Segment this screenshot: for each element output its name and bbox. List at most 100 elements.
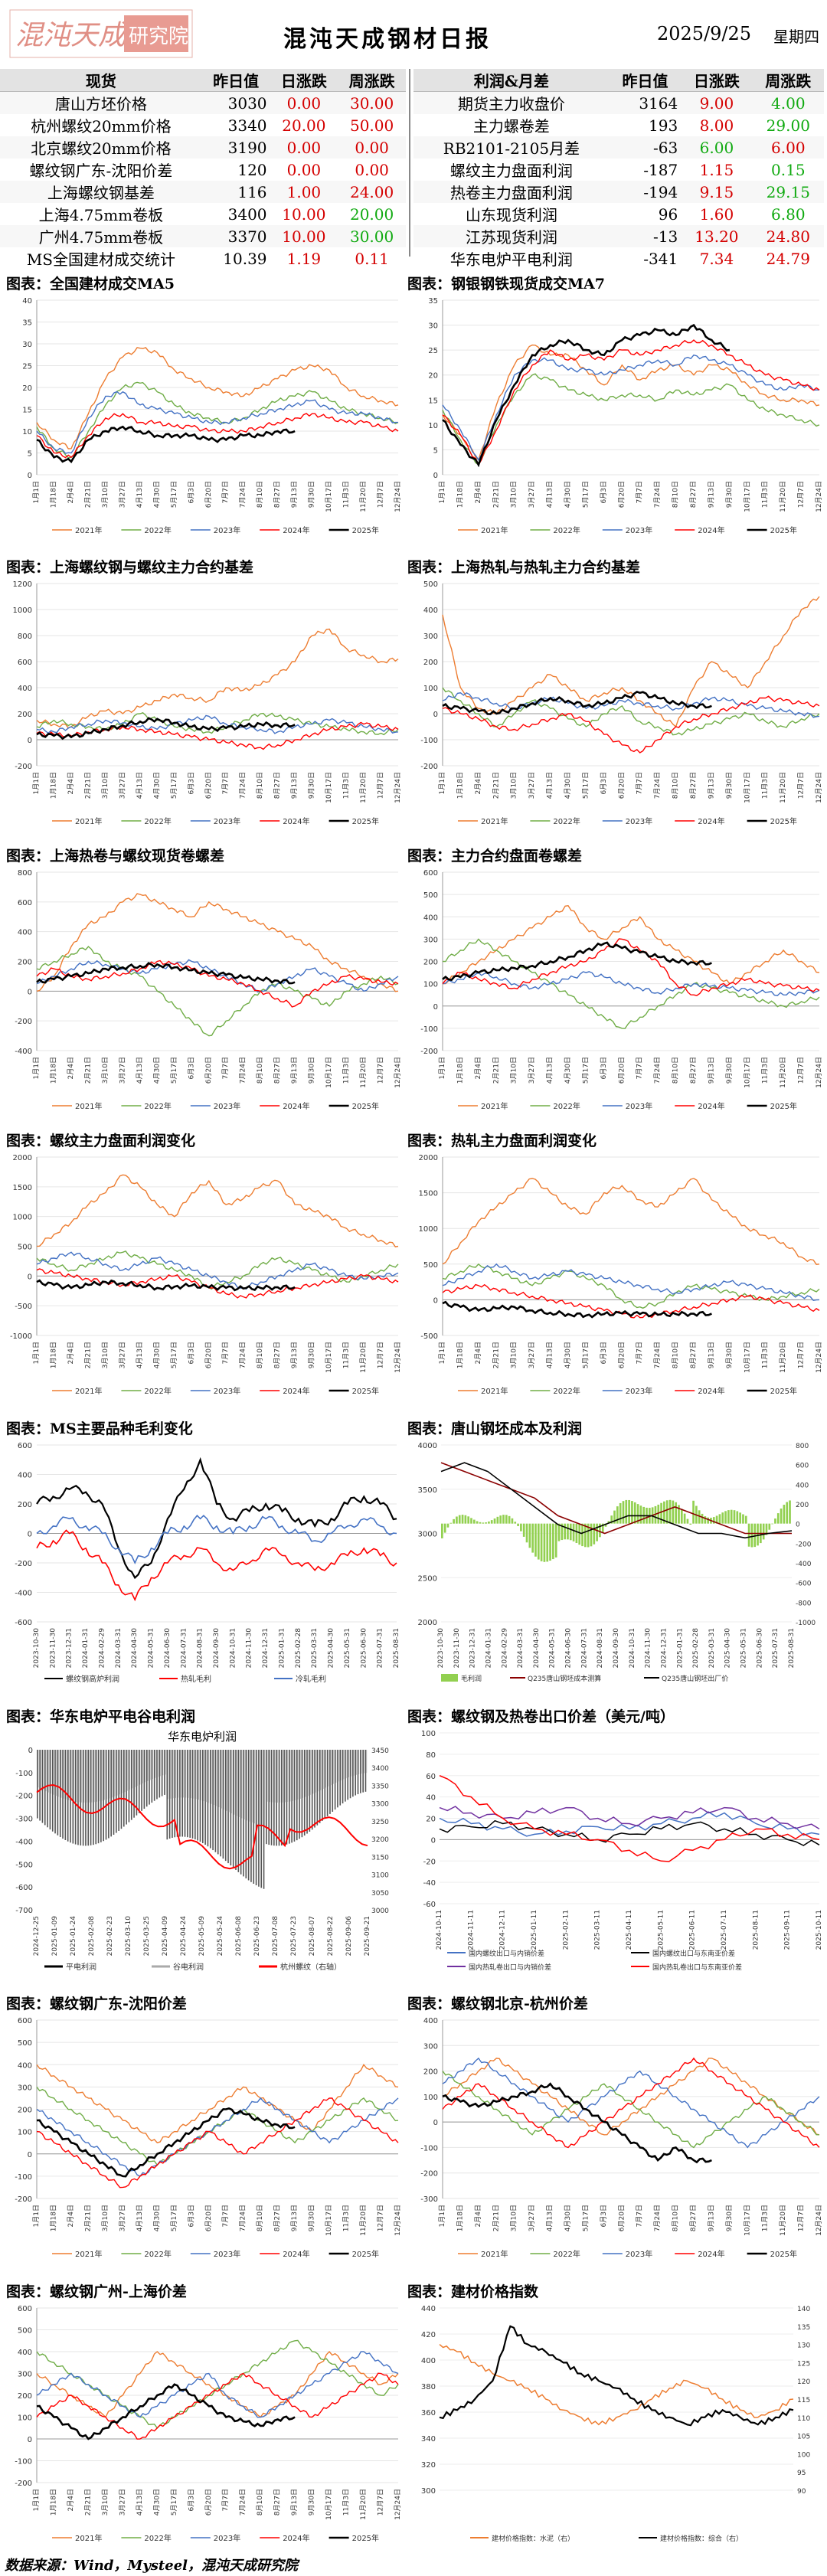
profit-bar — [780, 1508, 783, 1524]
profit-bar — [750, 1523, 753, 1548]
tick-label: -200 — [420, 763, 438, 771]
tick-label: 2024-11-30 — [246, 1628, 253, 1669]
profit-bar — [604, 1523, 607, 1527]
row-value: 1.15 — [699, 160, 734, 179]
tick-label: 2025-07-11 — [721, 1910, 728, 1950]
chart-hrc-futures-profit: -500 0 500 1000 1500 2000 1月1日 1月18日 2月4日 2月21日 3月… — [419, 1154, 823, 1396]
series-line-5 — [36, 1279, 296, 1292]
tick-label: 12月24日 — [394, 772, 402, 803]
legend-label: 2024年 — [698, 2249, 724, 2259]
tick-label: 120 — [797, 2378, 810, 2386]
tick-label: -600 — [15, 1619, 32, 1627]
tick-label: 10月17日 — [325, 2489, 333, 2520]
series-line-5 — [36, 425, 296, 463]
profit-bar — [338, 1750, 339, 1782]
tick-label: 11月20日 — [779, 2205, 787, 2236]
profit-bar — [55, 1750, 57, 1796]
profit-bar — [757, 1523, 759, 1546]
tick-label: 2025-06-08 — [235, 1916, 243, 1957]
profit-bar — [337, 1750, 338, 1808]
tick-label: 9月30日 — [725, 481, 734, 508]
tick-label: 300 — [423, 936, 438, 944]
profit-bar — [43, 1750, 44, 1790]
tick-label: 2月21日 — [492, 481, 500, 508]
tick-label: 25 — [428, 347, 438, 355]
profit-bar — [87, 1750, 90, 1846]
profit-bar — [458, 1515, 461, 1524]
profit-bar — [198, 1750, 199, 1800]
row-value: -187 — [643, 160, 678, 179]
profit-bar — [97, 1750, 100, 1844]
tick-label: 3250 — [371, 1819, 389, 1826]
profit-bar — [128, 1750, 130, 1822]
tick-label: 6月20日 — [204, 2489, 213, 2516]
profit-bar — [330, 1750, 332, 1786]
profit-bar — [132, 1750, 133, 1789]
row-value: 20.00 — [349, 204, 394, 224]
tick-label: 6月3日 — [600, 2205, 608, 2227]
row-value: 29.15 — [752, 181, 824, 203]
series-line-5 — [442, 1300, 712, 1319]
tick-label: 2025-03-11 — [594, 1910, 602, 1950]
profit-bar — [549, 1523, 551, 1561]
profit-bar — [47, 1750, 48, 1828]
profit-bar — [96, 1750, 97, 1802]
profit-bar — [45, 1750, 47, 1792]
tick-label: 1月1日 — [438, 772, 446, 794]
tick-label: 7月24日 — [653, 481, 662, 508]
row-label: RB2101-2105月差 — [414, 136, 610, 159]
row-label: 螺纹钢广东-沈阳价差 — [29, 162, 173, 180]
tick-label: 2023-11-30 — [453, 1628, 461, 1669]
series-line-4 — [36, 2372, 399, 2440]
tick-label: 2025-05-31 — [344, 1628, 351, 1668]
series-line-5 — [36, 2107, 296, 2178]
row-label: 期货主力收盘价 — [414, 91, 610, 114]
legend-label: 2023年 — [626, 525, 652, 535]
report-title: 混沌天成钢材日报 — [283, 26, 492, 53]
profit-bar — [537, 1523, 540, 1560]
profit-bar — [680, 1509, 683, 1524]
series-line-1 — [442, 596, 820, 728]
profit-bar — [279, 1750, 281, 1803]
profit-bar — [176, 1750, 178, 1837]
profit-bar — [461, 1515, 464, 1524]
tick-label: 8月27日 — [273, 2205, 282, 2231]
legend-label: 2022年 — [144, 1386, 171, 1396]
tick-label: 11月3日 — [761, 481, 770, 508]
tick-label: 200 — [18, 2107, 32, 2115]
tick-label: 8月10日 — [672, 481, 680, 508]
row-value: -13 — [609, 225, 682, 247]
profit-bar — [241, 1750, 243, 1819]
chart-title: 图表：螺纹钢北京-杭州价差 — [407, 1996, 588, 2012]
tick-label: 11月20日 — [359, 2205, 368, 2236]
profit-bar — [698, 1510, 701, 1524]
tick-label: 600 — [796, 1463, 809, 1470]
profit-bar — [633, 1502, 636, 1524]
legend-label: 2021年 — [481, 816, 508, 826]
tick-label: 2025-04-11 — [626, 1910, 633, 1950]
profit-bar — [149, 1750, 150, 1805]
tick-label: 4月30日 — [564, 772, 572, 799]
tick-label: 125 — [797, 2360, 810, 2368]
profit-bar — [493, 1518, 496, 1524]
chart-title: 图表：上海热卷与螺纹现货卷螺差 — [6, 848, 225, 865]
tick-label: 11月3日 — [761, 1342, 770, 1368]
tick-label: 40 — [22, 297, 32, 306]
tick-label: 0 — [433, 472, 438, 480]
profit-bar — [581, 1523, 583, 1547]
profit-bar — [320, 1750, 322, 1790]
tick-label: -200 — [796, 1541, 812, 1548]
profit-bar — [753, 1523, 757, 1548]
profit-bar — [496, 1516, 499, 1524]
legend-label: 2021年 — [75, 525, 102, 535]
profit-bar — [230, 1750, 232, 1866]
tick-label: 10月17日 — [743, 1057, 751, 1088]
series-line-1 — [36, 628, 399, 729]
series-line-4 — [36, 721, 399, 750]
profit-bar — [619, 1502, 622, 1524]
tick-label: 400 — [796, 1482, 809, 1489]
chart-building-price-index: 300 320 340 360 380 400 420 440 90 95 100 105 110 115… — [421, 2305, 811, 2543]
tick-label: 10月17日 — [325, 1342, 333, 1373]
legend-label: 2021年 — [481, 1101, 508, 1111]
tick-label: 0 — [433, 2119, 438, 2127]
